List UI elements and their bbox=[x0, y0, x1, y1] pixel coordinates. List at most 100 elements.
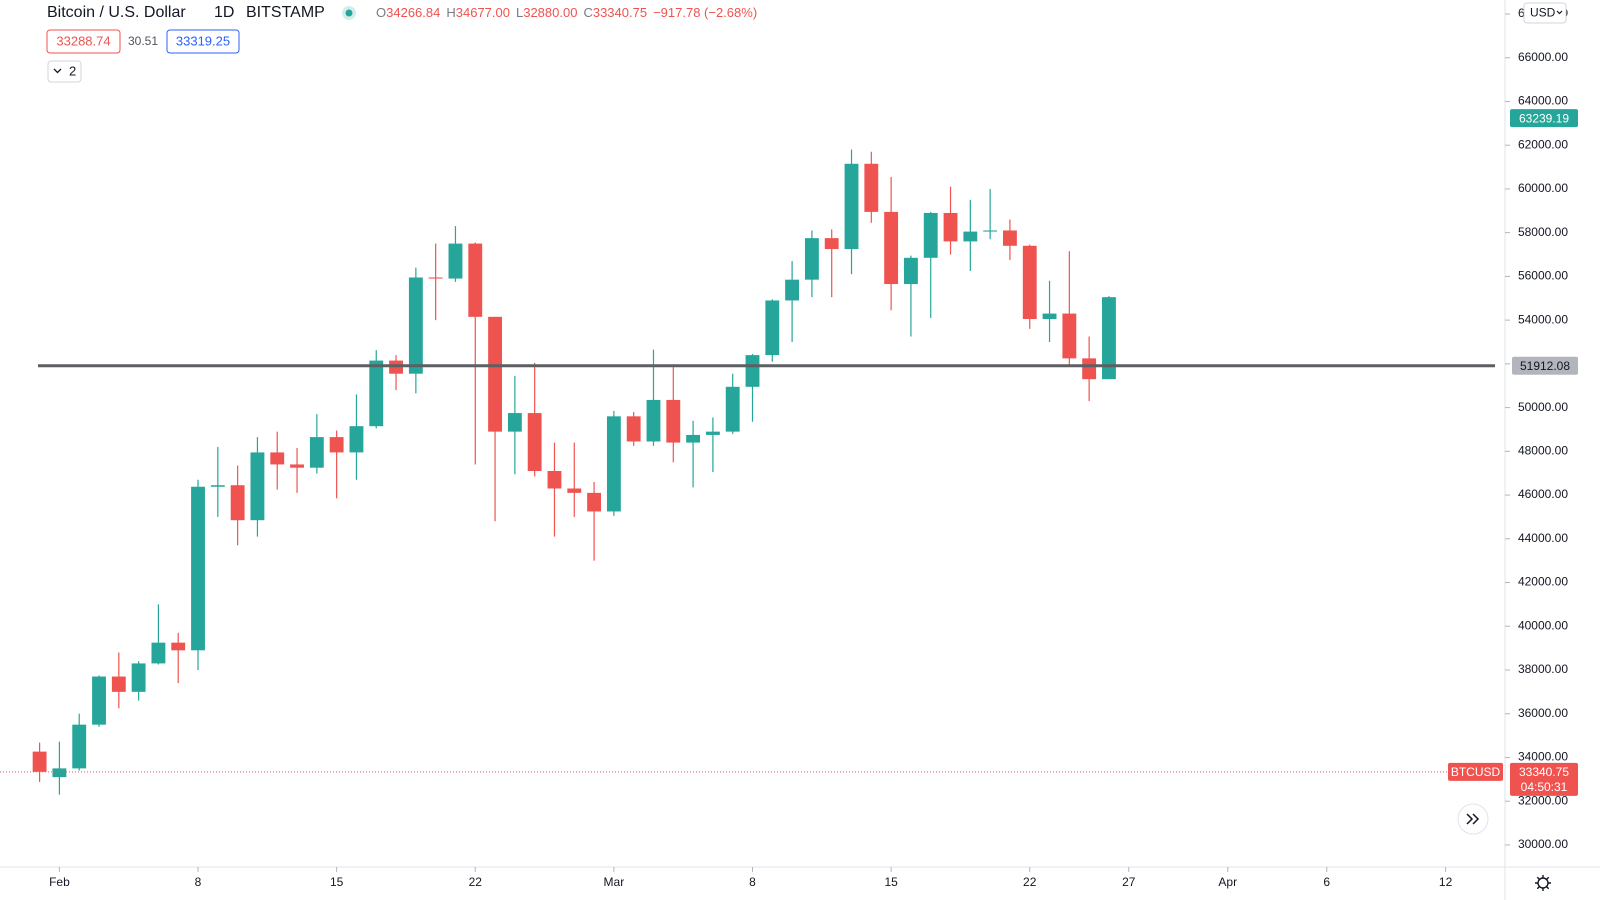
candle-body bbox=[309, 437, 324, 468]
candle-body bbox=[606, 416, 621, 512]
candle-body bbox=[666, 399, 681, 443]
horizontal-line-tag bbox=[1512, 356, 1578, 375]
ask-price: 33319.25 bbox=[176, 33, 230, 48]
market-status-dot[interactable] bbox=[345, 9, 353, 17]
candle-body bbox=[408, 277, 423, 374]
candle-body bbox=[111, 676, 126, 692]
currency-button[interactable] bbox=[1523, 2, 1567, 24]
chevron-icon bbox=[53, 68, 62, 74]
double-chevron-icon bbox=[1466, 813, 1480, 825]
symbol-label: BTCUSD bbox=[1451, 765, 1501, 779]
candle-body bbox=[468, 243, 483, 317]
candle-body bbox=[705, 431, 720, 435]
high-price-tag bbox=[1510, 109, 1578, 128]
candle-body bbox=[567, 488, 582, 493]
candle-body bbox=[131, 663, 146, 692]
symbol-title: Bitcoin / U.S. Dollar bbox=[47, 4, 186, 21]
bar-countdown: 04:50:31 bbox=[1521, 780, 1568, 794]
candle-body bbox=[1022, 245, 1037, 320]
y-tick-label: 66000.00 bbox=[1518, 50, 1568, 64]
exchange: BITSTAMP bbox=[246, 4, 325, 21]
candle-body bbox=[230, 485, 245, 521]
candle-body bbox=[824, 238, 839, 250]
x-tick-label: 22 bbox=[1023, 875, 1037, 889]
x-tick-label: Apr bbox=[1218, 875, 1237, 889]
indicators-toggle[interactable] bbox=[47, 60, 82, 83]
y-tick-label: 30000.00 bbox=[1518, 837, 1568, 851]
candle-body bbox=[171, 642, 186, 651]
candle-body bbox=[191, 486, 205, 651]
y-tick-label: 58000.00 bbox=[1518, 225, 1568, 239]
chevron-icon bbox=[1556, 10, 1563, 15]
candle-body bbox=[72, 724, 87, 769]
candle-body bbox=[349, 426, 364, 453]
x-tick-label: 27 bbox=[1122, 875, 1136, 889]
x-tick-label: 8 bbox=[749, 875, 756, 889]
candle-body bbox=[983, 230, 998, 232]
y-tick-label: 44000.00 bbox=[1518, 531, 1568, 545]
horizontal-line-price: 51912.08 bbox=[1520, 359, 1570, 373]
candle-body bbox=[903, 257, 918, 285]
indicator-count: 2 bbox=[69, 63, 76, 78]
ohlc-value: 32880.00 bbox=[523, 5, 577, 20]
candle-body bbox=[270, 452, 285, 465]
ohlc-label: C bbox=[583, 5, 592, 20]
candle-body bbox=[785, 279, 800, 301]
y-tick-label: 46000.00 bbox=[1518, 487, 1568, 501]
candle-body bbox=[1062, 313, 1077, 359]
candle-body bbox=[52, 768, 67, 778]
x-tick-label: 15 bbox=[884, 875, 898, 889]
ohlc-value: 34266.84 bbox=[386, 5, 440, 20]
candle-body bbox=[507, 413, 522, 432]
candle-body bbox=[329, 437, 344, 453]
candle-body bbox=[844, 163, 859, 250]
ohlc-label: L bbox=[516, 5, 523, 20]
candle-body bbox=[547, 471, 562, 489]
candle-body bbox=[864, 163, 879, 212]
ask-box[interactable] bbox=[166, 29, 240, 54]
x-tick-label: Feb bbox=[49, 875, 70, 889]
high-price: 63239.19 bbox=[1519, 111, 1569, 125]
last-price-tag bbox=[1510, 762, 1578, 796]
x-tick-label: Mar bbox=[604, 875, 625, 889]
x-tick-label: 15 bbox=[330, 875, 344, 889]
x-tick-label: 22 bbox=[469, 875, 483, 889]
bid-box[interactable] bbox=[46, 29, 121, 54]
currency: USD bbox=[1530, 6, 1556, 20]
y-tick-label: 56000.00 bbox=[1518, 269, 1568, 283]
interval[interactable]: 1D bbox=[214, 4, 234, 21]
candle-body bbox=[1102, 297, 1116, 380]
y-tick-label: 36000.00 bbox=[1518, 706, 1568, 720]
y-tick-label: 32000.00 bbox=[1518, 793, 1568, 807]
ohlc-label: O bbox=[376, 5, 386, 20]
candle-body bbox=[527, 413, 542, 472]
candle-body bbox=[765, 300, 780, 356]
candle-body bbox=[1082, 358, 1097, 380]
y-tick-label: 54000.00 bbox=[1518, 312, 1568, 326]
settings-button[interactable] bbox=[1535, 875, 1551, 891]
candle-body bbox=[923, 212, 938, 258]
candle-body bbox=[369, 360, 384, 427]
last-price: 33340.75 bbox=[1519, 765, 1569, 779]
candle-body bbox=[587, 492, 602, 512]
y-tick-label: 34000.00 bbox=[1518, 750, 1568, 764]
change: −917.78 (−2.68%) bbox=[653, 5, 757, 20]
candle-body bbox=[943, 212, 958, 242]
y-tick-label: 62000.00 bbox=[1518, 137, 1568, 151]
candle-body bbox=[725, 386, 740, 432]
candle-body bbox=[250, 452, 265, 521]
x-tick-label: 12 bbox=[1439, 875, 1453, 889]
ohlc-value: 33340.75 bbox=[593, 5, 647, 20]
y-tick-label: 48000.00 bbox=[1518, 443, 1568, 457]
candle-body bbox=[92, 676, 106, 725]
candle-body bbox=[428, 277, 443, 279]
bid-price: 33288.74 bbox=[56, 33, 110, 48]
candle-body bbox=[884, 211, 899, 285]
y-tick-label: 38000.00 bbox=[1518, 662, 1568, 676]
candle-body bbox=[745, 355, 760, 387]
x-tick-label: 6 bbox=[1323, 875, 1330, 889]
ohlc-value: 34677.00 bbox=[456, 5, 510, 20]
